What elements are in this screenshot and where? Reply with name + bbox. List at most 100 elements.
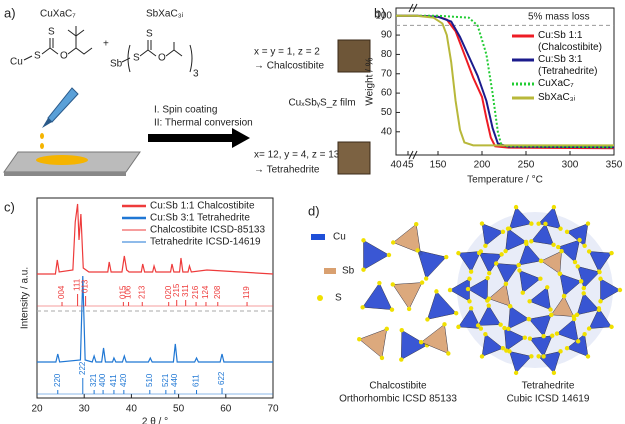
atom: S [133, 53, 140, 64]
polyhedron [519, 270, 541, 294]
legend-swatch [311, 234, 325, 240]
plus: + [103, 39, 109, 50]
hkl-label: 020 [164, 285, 173, 299]
x-tick-label: 30 [79, 404, 91, 415]
polyhedron [457, 251, 482, 273]
polyhedron [457, 307, 482, 329]
atom [414, 221, 419, 227]
polyhedron [550, 295, 575, 317]
structure [357, 221, 459, 362]
polyhedron [559, 273, 582, 297]
atom [500, 346, 506, 351]
atom [596, 307, 602, 312]
x-tick-label: 300 [562, 160, 579, 171]
atom [361, 267, 366, 272]
atom [399, 357, 404, 362]
atom [582, 243, 587, 248]
x-tick-label: 50 [173, 404, 185, 415]
atom: S [146, 29, 153, 40]
droplet [36, 155, 88, 165]
polyhedron [600, 278, 621, 302]
polyhedron [529, 286, 551, 310]
step: II: Thermal conversion [154, 118, 253, 129]
atom [557, 271, 563, 277]
legend-swatch [324, 268, 336, 274]
atom [390, 282, 395, 287]
x-tick-label: 150 [430, 160, 447, 171]
x-tick-label: 45 [402, 160, 414, 171]
atom [556, 244, 561, 250]
legend-label: SbXaC₃ᵢ [538, 92, 576, 103]
x-tick-label: 250 [518, 160, 535, 171]
legend-label: Cu:Sb 1:1 (Chalcostibite) [538, 30, 602, 53]
atom [503, 248, 508, 254]
atom [442, 322, 447, 327]
atom [548, 312, 554, 318]
atom [545, 285, 550, 290]
atom [479, 221, 485, 226]
atom [506, 326, 511, 331]
hkl-label: 521 [161, 373, 170, 387]
polyhedron [577, 266, 601, 289]
precursor-label: CuXaC₇ [40, 9, 76, 20]
polyhedron [481, 223, 504, 247]
atom [475, 323, 481, 328]
axis-break [408, 3, 418, 13]
atom [503, 281, 509, 286]
polyhedron [358, 328, 388, 359]
atom [520, 290, 525, 295]
atom [582, 331, 587, 337]
polyhedron [518, 243, 542, 266]
atom [361, 238, 366, 243]
atom [578, 279, 584, 284]
hkl-label: 400 [98, 373, 107, 387]
atom [483, 331, 488, 337]
atom [444, 254, 449, 260]
atom [446, 351, 451, 356]
atom [550, 333, 555, 338]
atom [486, 303, 491, 308]
atom [467, 276, 472, 281]
substrate-edge [4, 172, 126, 176]
atom [517, 268, 522, 273]
atom: O [158, 53, 166, 64]
atom [476, 250, 482, 256]
atom [483, 243, 488, 249]
atom [499, 252, 504, 257]
polyhedron [392, 223, 421, 254]
legend-label: S [335, 293, 342, 304]
product-ratio: x = y = 1, z = 2 [254, 47, 320, 58]
legend-swatch [317, 295, 323, 301]
atom [541, 354, 546, 359]
atom [554, 331, 560, 336]
y-tick-label: 100 [375, 10, 392, 21]
atom [415, 248, 420, 253]
atom [551, 370, 557, 376]
plot-frame [395, 7, 615, 156]
structure-info: Orthorhombic ICSD 85133 [339, 394, 457, 405]
atom [425, 317, 430, 322]
atom [526, 316, 531, 322]
y-axis-label: Weight / % [365, 57, 376, 105]
polyhedron [509, 206, 532, 229]
polyhedron [401, 329, 428, 361]
atom [529, 221, 534, 226]
atom [389, 307, 395, 312]
polyhedron [530, 223, 554, 246]
y-tick-label: 90 [381, 30, 393, 41]
product-ratio: x= 12, y = 4, z = 13 [254, 150, 340, 161]
atom [609, 250, 614, 256]
molecule [23, 26, 193, 73]
atom [609, 324, 614, 330]
hkl-label: 216 [191, 285, 200, 299]
annotation: 5% mass loss [528, 12, 590, 23]
hkl-label: 013 [81, 279, 90, 293]
hkl-label: 119 [242, 286, 251, 299]
polyhedron [481, 333, 504, 357]
atom [536, 221, 541, 226]
hkl-label: 213 [137, 285, 146, 299]
atom [574, 312, 580, 317]
atom [529, 354, 534, 359]
